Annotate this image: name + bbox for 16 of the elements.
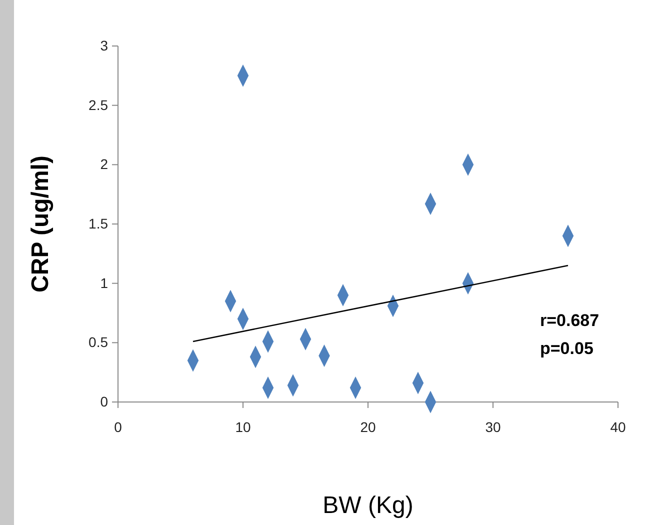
annotation: r=0.687 — [540, 311, 600, 330]
y-tick-label: 1 — [100, 274, 108, 291]
annotation: p=0.05 — [540, 339, 594, 358]
x-tick-label: 0 — [114, 418, 122, 435]
y-tick-label: 0 — [100, 393, 108, 410]
x-tick-label: 10 — [235, 418, 251, 435]
y-tick-label: 2.5 — [88, 96, 108, 113]
x-tick-label: 20 — [360, 418, 376, 435]
y-tick-label: 3 — [100, 37, 108, 54]
y-axis-title: CRP (ug/ml) — [27, 156, 54, 292]
y-tick-label: 0.5 — [88, 334, 108, 350]
x-tick-label: 30 — [485, 418, 501, 435]
y-tick-label: 1.5 — [88, 215, 108, 232]
y-tick-label: 2 — [100, 156, 108, 172]
x-axis-title: BW (Kg) — [322, 492, 414, 519]
x-tick-label: 40 — [610, 418, 626, 435]
